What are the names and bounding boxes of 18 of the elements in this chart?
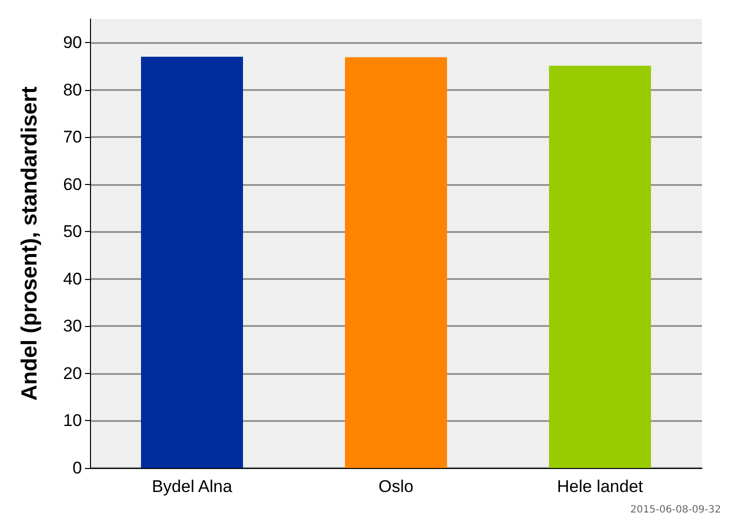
y-tick-label: 70 xyxy=(63,128,82,147)
y-tick-label: 40 xyxy=(63,269,82,288)
x-tick-label: Bydel Alna xyxy=(152,477,233,496)
y-tick-label: 30 xyxy=(63,316,82,336)
bar xyxy=(549,66,651,468)
bar xyxy=(141,56,243,468)
y-tick-label: 0 xyxy=(72,458,82,478)
y-axis-title: Andel (prosent), standardisert xyxy=(16,86,42,401)
x-tick-label: Oslo xyxy=(378,477,414,496)
y-tick-label: 80 xyxy=(63,80,82,100)
text: 2015-06-08-09-32 xyxy=(630,504,721,516)
x-tick-label: Hele landet xyxy=(556,477,644,496)
y-tick-label: 60 xyxy=(63,174,82,194)
y-tick-label: 50 xyxy=(63,222,82,242)
y-tick-label: 90 xyxy=(63,33,82,52)
bar xyxy=(345,57,447,468)
y-tick-label: 10 xyxy=(63,411,82,430)
y-tick-label: 20 xyxy=(63,364,82,383)
